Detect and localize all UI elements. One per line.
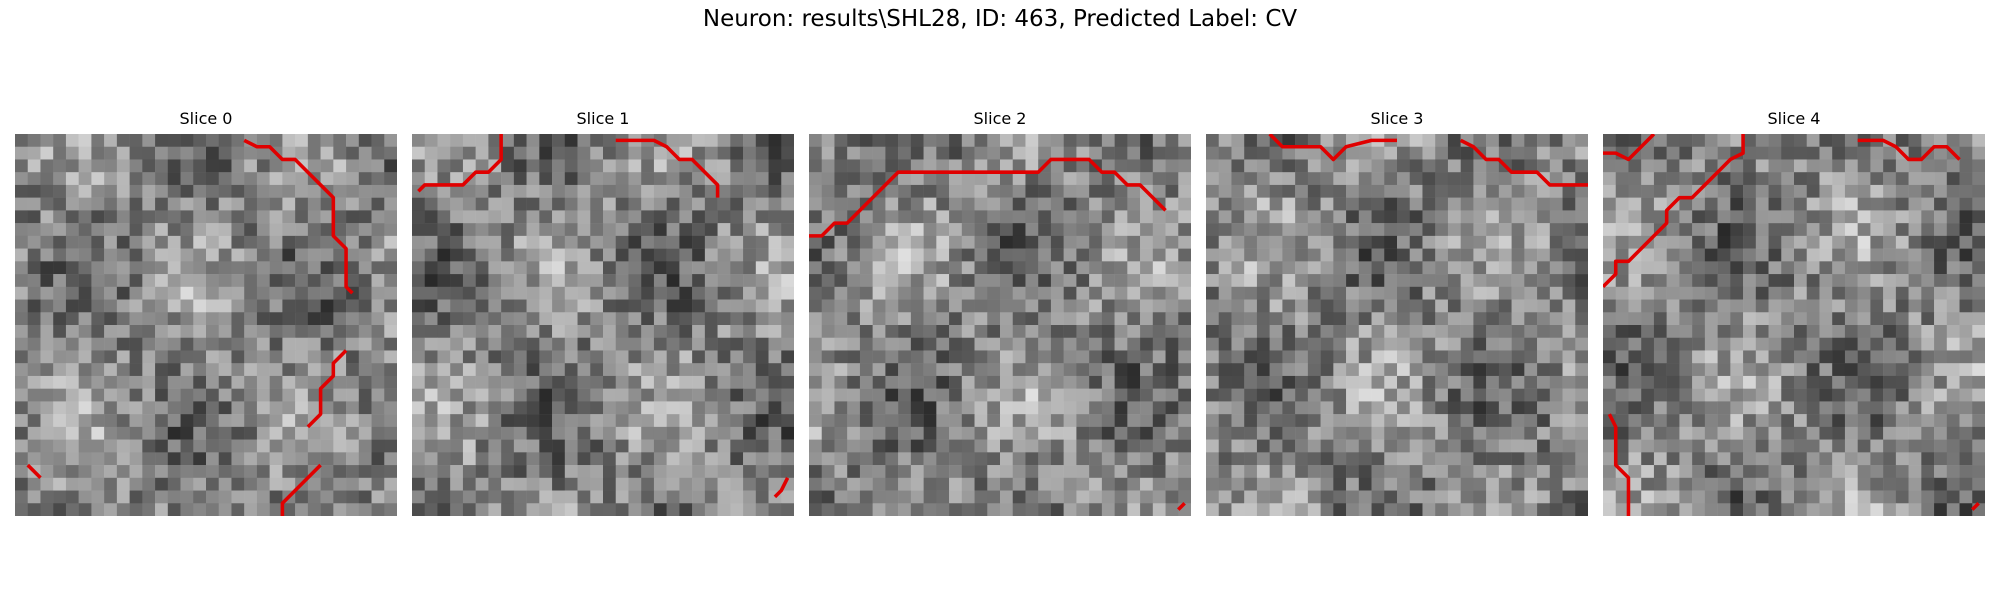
slice-image-3 [1206, 134, 1588, 516]
figure-title: Neuron: results\SHL28, ID: 463, Predicte… [702, 6, 1298, 32]
contour-line [1177, 502, 1186, 511]
contour-line [1603, 134, 1745, 289]
slice-panel-1: Slice 1 [412, 108, 794, 516]
slice-panel-0: Slice 0 [15, 108, 397, 516]
slice-title-3: Slice 3 [1370, 109, 1424, 128]
contour-line [1603, 134, 1656, 162]
contour-line [1971, 502, 1980, 511]
contour-line [1607, 413, 1631, 516]
slice-panel-2: Slice 2 [809, 108, 1191, 516]
contour-line [773, 477, 790, 499]
contour-line [615, 138, 720, 198]
contour-line [280, 463, 322, 516]
contour-line [1459, 138, 1588, 187]
slice-title-4: Slice 4 [1767, 109, 1821, 128]
contour-line [243, 138, 354, 295]
slice-image-1 [412, 134, 794, 516]
contour-line [1857, 138, 1961, 162]
slice-title-1: Slice 1 [576, 109, 630, 128]
contour-line [26, 463, 42, 480]
slice-panel-3: Slice 3 [1206, 108, 1588, 516]
contour-line [417, 134, 503, 193]
contour-line [1268, 134, 1397, 162]
slice-title-2: Slice 2 [973, 109, 1027, 128]
contour-line [809, 157, 1167, 238]
slice-image-4 [1603, 134, 1985, 516]
contour-line [306, 349, 348, 429]
slice-image-2 [809, 134, 1191, 516]
slice-title-0: Slice 0 [179, 109, 233, 128]
slice-panel-4: Slice 4 [1603, 108, 1985, 516]
slice-image-0 [15, 134, 397, 516]
